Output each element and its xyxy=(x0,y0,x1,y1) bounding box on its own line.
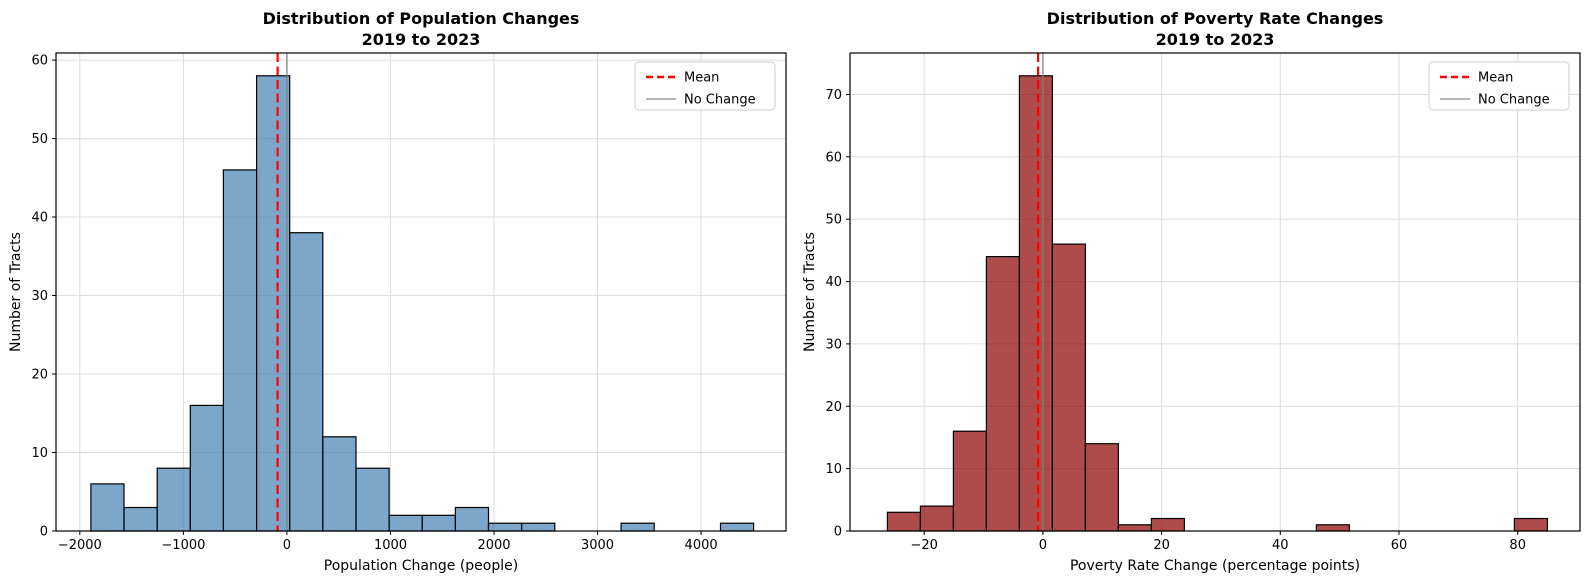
axes-border xyxy=(55,52,787,532)
legend-label: Mean xyxy=(1478,71,1513,86)
histogram-bar xyxy=(1513,517,1549,532)
y-tick-label: 70 xyxy=(825,88,842,103)
histogram-bar xyxy=(388,514,423,532)
legend-label: No Change xyxy=(1478,93,1550,108)
x-tick-label: 0 xyxy=(283,538,291,553)
x-tick-label: 3000 xyxy=(581,538,614,553)
x-tick-label: 60 xyxy=(1391,538,1408,553)
histogram-bar xyxy=(289,232,324,532)
poverty-plot-area: −20 0 20 40 60 80 0 10 20 30 40 50 60 70 Mean No Change xyxy=(825,52,1581,553)
x-axis-label: Poverty Rate Change (percentage points) xyxy=(1069,558,1361,574)
histogram-bar xyxy=(886,511,922,532)
legend-box xyxy=(634,61,776,111)
y-tick-label: 0 xyxy=(40,525,48,540)
legend: Mean No Change xyxy=(634,61,776,111)
y-tick-label: 20 xyxy=(31,368,48,383)
histogram-bar xyxy=(189,404,225,532)
legend-label: No Change xyxy=(684,93,756,108)
y-tick-label: 30 xyxy=(825,337,842,352)
histogram-bar xyxy=(952,430,987,532)
histogram-bar xyxy=(1084,443,1119,532)
legend-box xyxy=(1428,61,1570,111)
histogram-bar xyxy=(256,75,291,532)
x-tick-label: 40 xyxy=(1272,538,1289,553)
legend: Mean No Change xyxy=(1428,61,1570,111)
histogram-bar xyxy=(421,514,457,532)
y-axis-label: Number of Tracts xyxy=(802,232,818,352)
y-tick-label: 40 xyxy=(31,211,48,226)
x-tick-label: 20 xyxy=(1153,538,1170,553)
histogram-bar xyxy=(520,522,556,532)
x-tick-label: −1000 xyxy=(161,538,205,553)
x-tick-label: 4000 xyxy=(685,538,718,553)
x-tick-label: 2000 xyxy=(477,538,510,553)
histogram-bar xyxy=(123,506,158,532)
y-tick-label: 60 xyxy=(825,150,842,165)
histogram-bar xyxy=(90,483,125,532)
histogram-bar xyxy=(620,522,655,532)
y-tick-label: 10 xyxy=(825,462,842,477)
histogram-bar xyxy=(1315,524,1351,532)
chart-title-line1: Distribution of Poverty Rate Changes xyxy=(1046,9,1384,28)
histogram-bar xyxy=(1018,75,1053,532)
y-tick-label: 0 xyxy=(834,525,842,540)
chart-title-line2: 2019 to 2023 xyxy=(361,30,481,49)
histogram-bar xyxy=(222,169,258,532)
y-tick-label: 30 xyxy=(31,289,48,304)
population-histogram: −2000 −1000 0 1000 2000 3000 4000 0 10 20 30 40 50 60… xyxy=(0,0,793,587)
histogram-bar xyxy=(1117,524,1152,532)
y-tick-label: 40 xyxy=(825,275,842,290)
y-tick-label: 50 xyxy=(825,213,842,228)
histogram-bar xyxy=(719,522,755,532)
y-tick-label: 20 xyxy=(825,400,842,415)
x-axis-label: Population Change (people) xyxy=(323,558,519,574)
y-tick-label: 60 xyxy=(31,54,48,69)
histogram-bar xyxy=(454,506,490,532)
chart-title-line2: 2019 to 2023 xyxy=(1155,30,1275,49)
y-tick-label: 50 xyxy=(31,132,48,147)
histogram-bar xyxy=(487,522,523,532)
chart-title: Distribution of Poverty Rate Changes 201… xyxy=(850,8,1580,50)
x-tick-label: 80 xyxy=(1509,538,1526,553)
population-plot-area: −2000 −1000 0 1000 2000 3000 4000 0 10 20 30 40 50 60… xyxy=(31,52,787,553)
x-tick-label: −2000 xyxy=(58,538,102,553)
histogram-bar xyxy=(1150,517,1185,532)
y-axis-label: Number of Tracts xyxy=(8,232,24,352)
y-tick-label: 10 xyxy=(31,446,48,461)
histogram-bar xyxy=(156,467,191,532)
poverty-histogram: −20 0 20 40 60 80 0 10 20 30 40 50 60 70 Mean No Change… xyxy=(794,0,1587,587)
histogram-bar xyxy=(322,436,357,532)
histogram-bar xyxy=(1051,243,1086,532)
histogram-bar xyxy=(985,256,1020,532)
chart-title-line1: Distribution of Population Changes xyxy=(262,9,580,28)
histogram-bar xyxy=(919,505,955,532)
chart-title: Distribution of Population Changes 2019 … xyxy=(56,8,786,50)
x-tick-label: 1000 xyxy=(374,538,407,553)
axes-border xyxy=(849,52,1581,532)
histogram-bar xyxy=(355,467,390,532)
x-tick-label: −20 xyxy=(910,538,937,553)
x-tick-label: 0 xyxy=(1039,538,1047,553)
legend-label: Mean xyxy=(684,71,719,86)
